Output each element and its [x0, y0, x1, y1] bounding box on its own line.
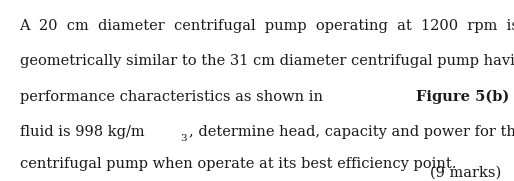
Text: (9 marks): (9 marks)	[430, 165, 501, 179]
Text: 3: 3	[180, 134, 187, 143]
Text: Figure 5(b): Figure 5(b)	[416, 90, 510, 104]
Text: fluid is 998 kg/m: fluid is 998 kg/m	[20, 125, 144, 139]
Text: performance characteristics as shown in: performance characteristics as shown in	[20, 90, 327, 104]
Text: centrifugal pump when operate at its best efficiency point.: centrifugal pump when operate at its bes…	[20, 157, 456, 171]
Text: A  20  cm  diameter  centrifugal  pump  operating  at  1200  rpm  is: A 20 cm diameter centrifugal pump operat…	[20, 19, 514, 33]
Text: , determine head, capacity and power for this small: , determine head, capacity and power for…	[189, 125, 514, 139]
Text: geometrically similar to the 31 cm diameter centrifugal pump having the: geometrically similar to the 31 cm diame…	[20, 54, 514, 68]
